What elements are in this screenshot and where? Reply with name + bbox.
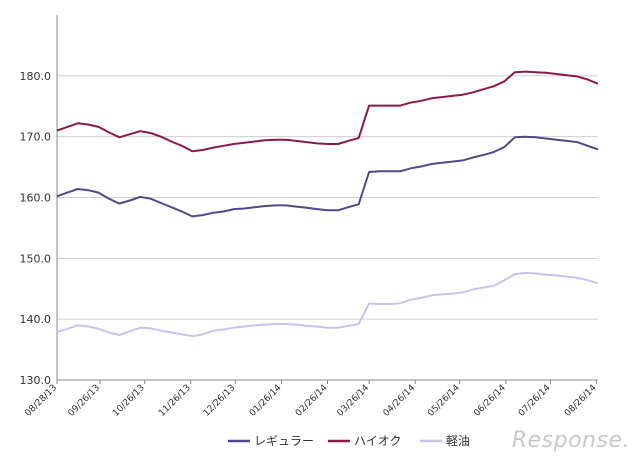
y-tick-label: 140.0 xyxy=(20,313,52,326)
legend-label: ハイオク xyxy=(354,434,402,448)
y-tick-labels: 130.0 140.0 150.0 160.0 170.0 180.0 xyxy=(20,70,52,387)
response-logo: Response. xyxy=(511,428,630,453)
x-tick-labels: 08/28/13 09/26/13 10/26/13 11/26/13 12/26/13… xyxy=(23,383,598,419)
series-line xyxy=(56,271,599,338)
x-tick-label: 08/28/13 xyxy=(23,383,59,419)
x-tick-label: 02/26/14 xyxy=(294,383,330,419)
x-tick-label: 11/26/13 xyxy=(157,383,193,419)
y-tick-label: 170.0 xyxy=(20,131,52,144)
series-line xyxy=(56,70,599,153)
x-tick-label: 04/26/14 xyxy=(382,383,418,419)
axes xyxy=(56,15,598,384)
x-tick-label: 10/26/13 xyxy=(111,383,147,419)
y-tick-label: 150.0 xyxy=(20,252,52,265)
series-line xyxy=(56,135,599,218)
x-tick-label: 05/26/14 xyxy=(426,383,462,419)
legend-label: 軽油 xyxy=(446,434,470,448)
y-tick-label: 160.0 xyxy=(20,192,52,205)
x-tick-label: 07/26/14 xyxy=(517,383,553,419)
y-tick-label: 130.0 xyxy=(20,374,52,387)
legend: レギュラー ハイオク 軽油 xyxy=(228,434,470,448)
x-tick-label: 08/26/14 xyxy=(563,383,599,419)
x-tick-label: 03/26/14 xyxy=(336,383,372,419)
x-tick-label: 01/26/14 xyxy=(248,383,284,419)
x-tick-label: 09/26/13 xyxy=(67,383,103,419)
series-lines xyxy=(56,70,599,338)
y-tick-label: 180.0 xyxy=(20,70,52,83)
x-tick-label: 12/26/13 xyxy=(202,383,238,419)
x-tick-label: 06/26/14 xyxy=(472,383,508,419)
legend-label: レギュラー xyxy=(254,434,314,448)
